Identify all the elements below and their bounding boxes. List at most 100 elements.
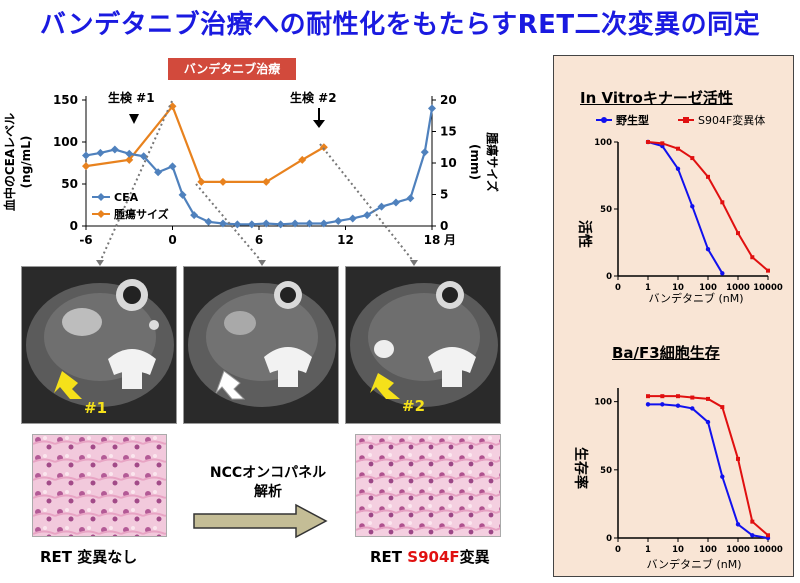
cea-point xyxy=(168,162,177,171)
mutant-curve xyxy=(648,395,769,537)
tumor-point xyxy=(125,155,134,164)
kinase-chart: 野生型 S904F変異体 0 1 10 100 1000 10000 100 50 0 活性 バ… xyxy=(576,113,783,305)
left-tick-label: 0 xyxy=(70,219,78,233)
wildtype-point xyxy=(735,522,741,527)
ct-scan-3: #2 xyxy=(345,266,501,424)
cea-point xyxy=(319,219,328,228)
ct-3-label: #2 xyxy=(402,397,425,415)
treatment-badge: バンデタニブ治療 xyxy=(168,58,296,80)
connector-lines xyxy=(96,100,418,266)
right-tick-label: 10 xyxy=(440,156,457,170)
page-title: バンデタニブ治療への耐性化をもたらすRET二次変異の同定 xyxy=(39,10,761,40)
ct-3-arrow-icon xyxy=(370,373,400,399)
x-tick-label: 6 xyxy=(255,233,263,247)
mutant-point xyxy=(720,200,725,205)
x-tick-label: 10 xyxy=(672,283,684,293)
legend-tumor-marker-icon xyxy=(97,210,105,218)
wildtype-point xyxy=(720,474,725,479)
mutant-point xyxy=(660,394,665,399)
cea-point xyxy=(305,219,314,228)
right-axis-title-2: (mm) xyxy=(468,144,482,180)
cea-point xyxy=(154,168,163,177)
left-axis-title-2: (ng/mL) xyxy=(19,136,33,189)
left-tick-label: 100 xyxy=(53,135,78,149)
wildtype-point xyxy=(645,402,651,407)
wildtype-point xyxy=(690,204,695,209)
cea-point xyxy=(218,219,227,228)
analysis-label-1: NCCオンコパネル xyxy=(209,465,327,481)
y-tick-label: 0 xyxy=(606,534,612,544)
right-tick-label: 20 xyxy=(440,93,457,107)
mutant-point xyxy=(766,533,770,538)
caption-mutation: RET S904F変異 xyxy=(370,546,490,567)
y-tick-label: 0 xyxy=(606,272,612,282)
x-tick-label: 100 xyxy=(699,545,717,555)
cea-point xyxy=(276,220,285,229)
ct-scan-2 xyxy=(183,266,339,424)
mutant-point xyxy=(750,255,755,260)
tumor-point xyxy=(82,162,90,171)
wildtype-curve xyxy=(647,141,724,274)
cea-point xyxy=(377,202,386,211)
left-tick-label: 50 xyxy=(61,177,78,191)
tumor-point xyxy=(168,102,177,111)
mutant-point xyxy=(676,394,680,399)
y-tick-label: 50 xyxy=(600,205,612,215)
wildtype-point xyxy=(660,402,665,407)
x-tick-label: 18 xyxy=(424,233,441,247)
mutant-point xyxy=(646,394,650,399)
y-tick-label: 100 xyxy=(594,138,612,148)
cea-point xyxy=(233,220,242,229)
x-tick-label: -6 xyxy=(79,233,92,247)
biopsy-2-label: 生検 #2 xyxy=(290,90,337,105)
cea-point xyxy=(420,148,429,157)
connector-3 xyxy=(319,143,415,263)
legend-mut-marker-icon xyxy=(683,117,689,123)
cea-point xyxy=(406,194,415,203)
kinase-legend-mut: S904F変異体 xyxy=(698,113,765,127)
caption-suffix: 変異 xyxy=(459,548,490,566)
wildtype-point xyxy=(675,166,681,171)
kinase-xlabel: バンデタニブ (nM) xyxy=(648,291,743,305)
survival-title: Ba/F3細胞生存 xyxy=(612,344,720,362)
y-tick-label: 100 xyxy=(594,398,612,408)
analysis-label-2: 解析 xyxy=(254,484,282,500)
wildtype-point xyxy=(690,406,695,411)
right-tick-label: 15 xyxy=(440,125,457,139)
analysis-arrow-icon xyxy=(193,503,328,539)
left-axis-title-1: 血中のCEAレベル xyxy=(2,113,17,211)
ct-1-arrow-icon xyxy=(54,371,82,399)
mutant-point xyxy=(720,405,725,410)
legend-tumor-label: 腫瘍サイズ xyxy=(114,207,169,221)
x-tick-label: 1 xyxy=(645,545,651,555)
cea-point xyxy=(348,214,357,223)
cea-point xyxy=(334,216,343,225)
tumor-point xyxy=(262,177,271,186)
histology-right xyxy=(355,434,501,537)
survival-xlabel: バンデタニブ (nM) xyxy=(646,557,741,571)
cea-point xyxy=(82,151,90,160)
wildtype-point xyxy=(705,419,711,425)
cea-point xyxy=(262,219,271,228)
mutant-point xyxy=(690,395,695,400)
legend-cea-label: CEA xyxy=(114,191,139,204)
mutant-point xyxy=(660,141,665,146)
connector-1 xyxy=(99,100,173,263)
caption-no-mutation: RET 変異なし xyxy=(40,548,138,566)
tumor-point xyxy=(298,155,307,164)
cea-point xyxy=(391,198,400,207)
kinase-title: In Vitroキナーゼ活性 xyxy=(580,89,733,107)
cea-point xyxy=(178,190,187,199)
tumor-line xyxy=(85,104,325,184)
wildtype-point xyxy=(720,271,725,276)
x-tick-label: 0 xyxy=(615,545,621,555)
survival-ylabel: 生存率 xyxy=(572,447,589,489)
biopsy-1-label: 生検 #1 xyxy=(108,90,155,105)
cea-point xyxy=(204,217,213,226)
mutant-point xyxy=(766,268,770,273)
cea-point xyxy=(139,152,148,161)
biopsy-1-marker-icon xyxy=(129,114,139,124)
caption-mutation-name: S904F xyxy=(407,548,460,566)
x-tick-label: 12 xyxy=(337,233,354,247)
